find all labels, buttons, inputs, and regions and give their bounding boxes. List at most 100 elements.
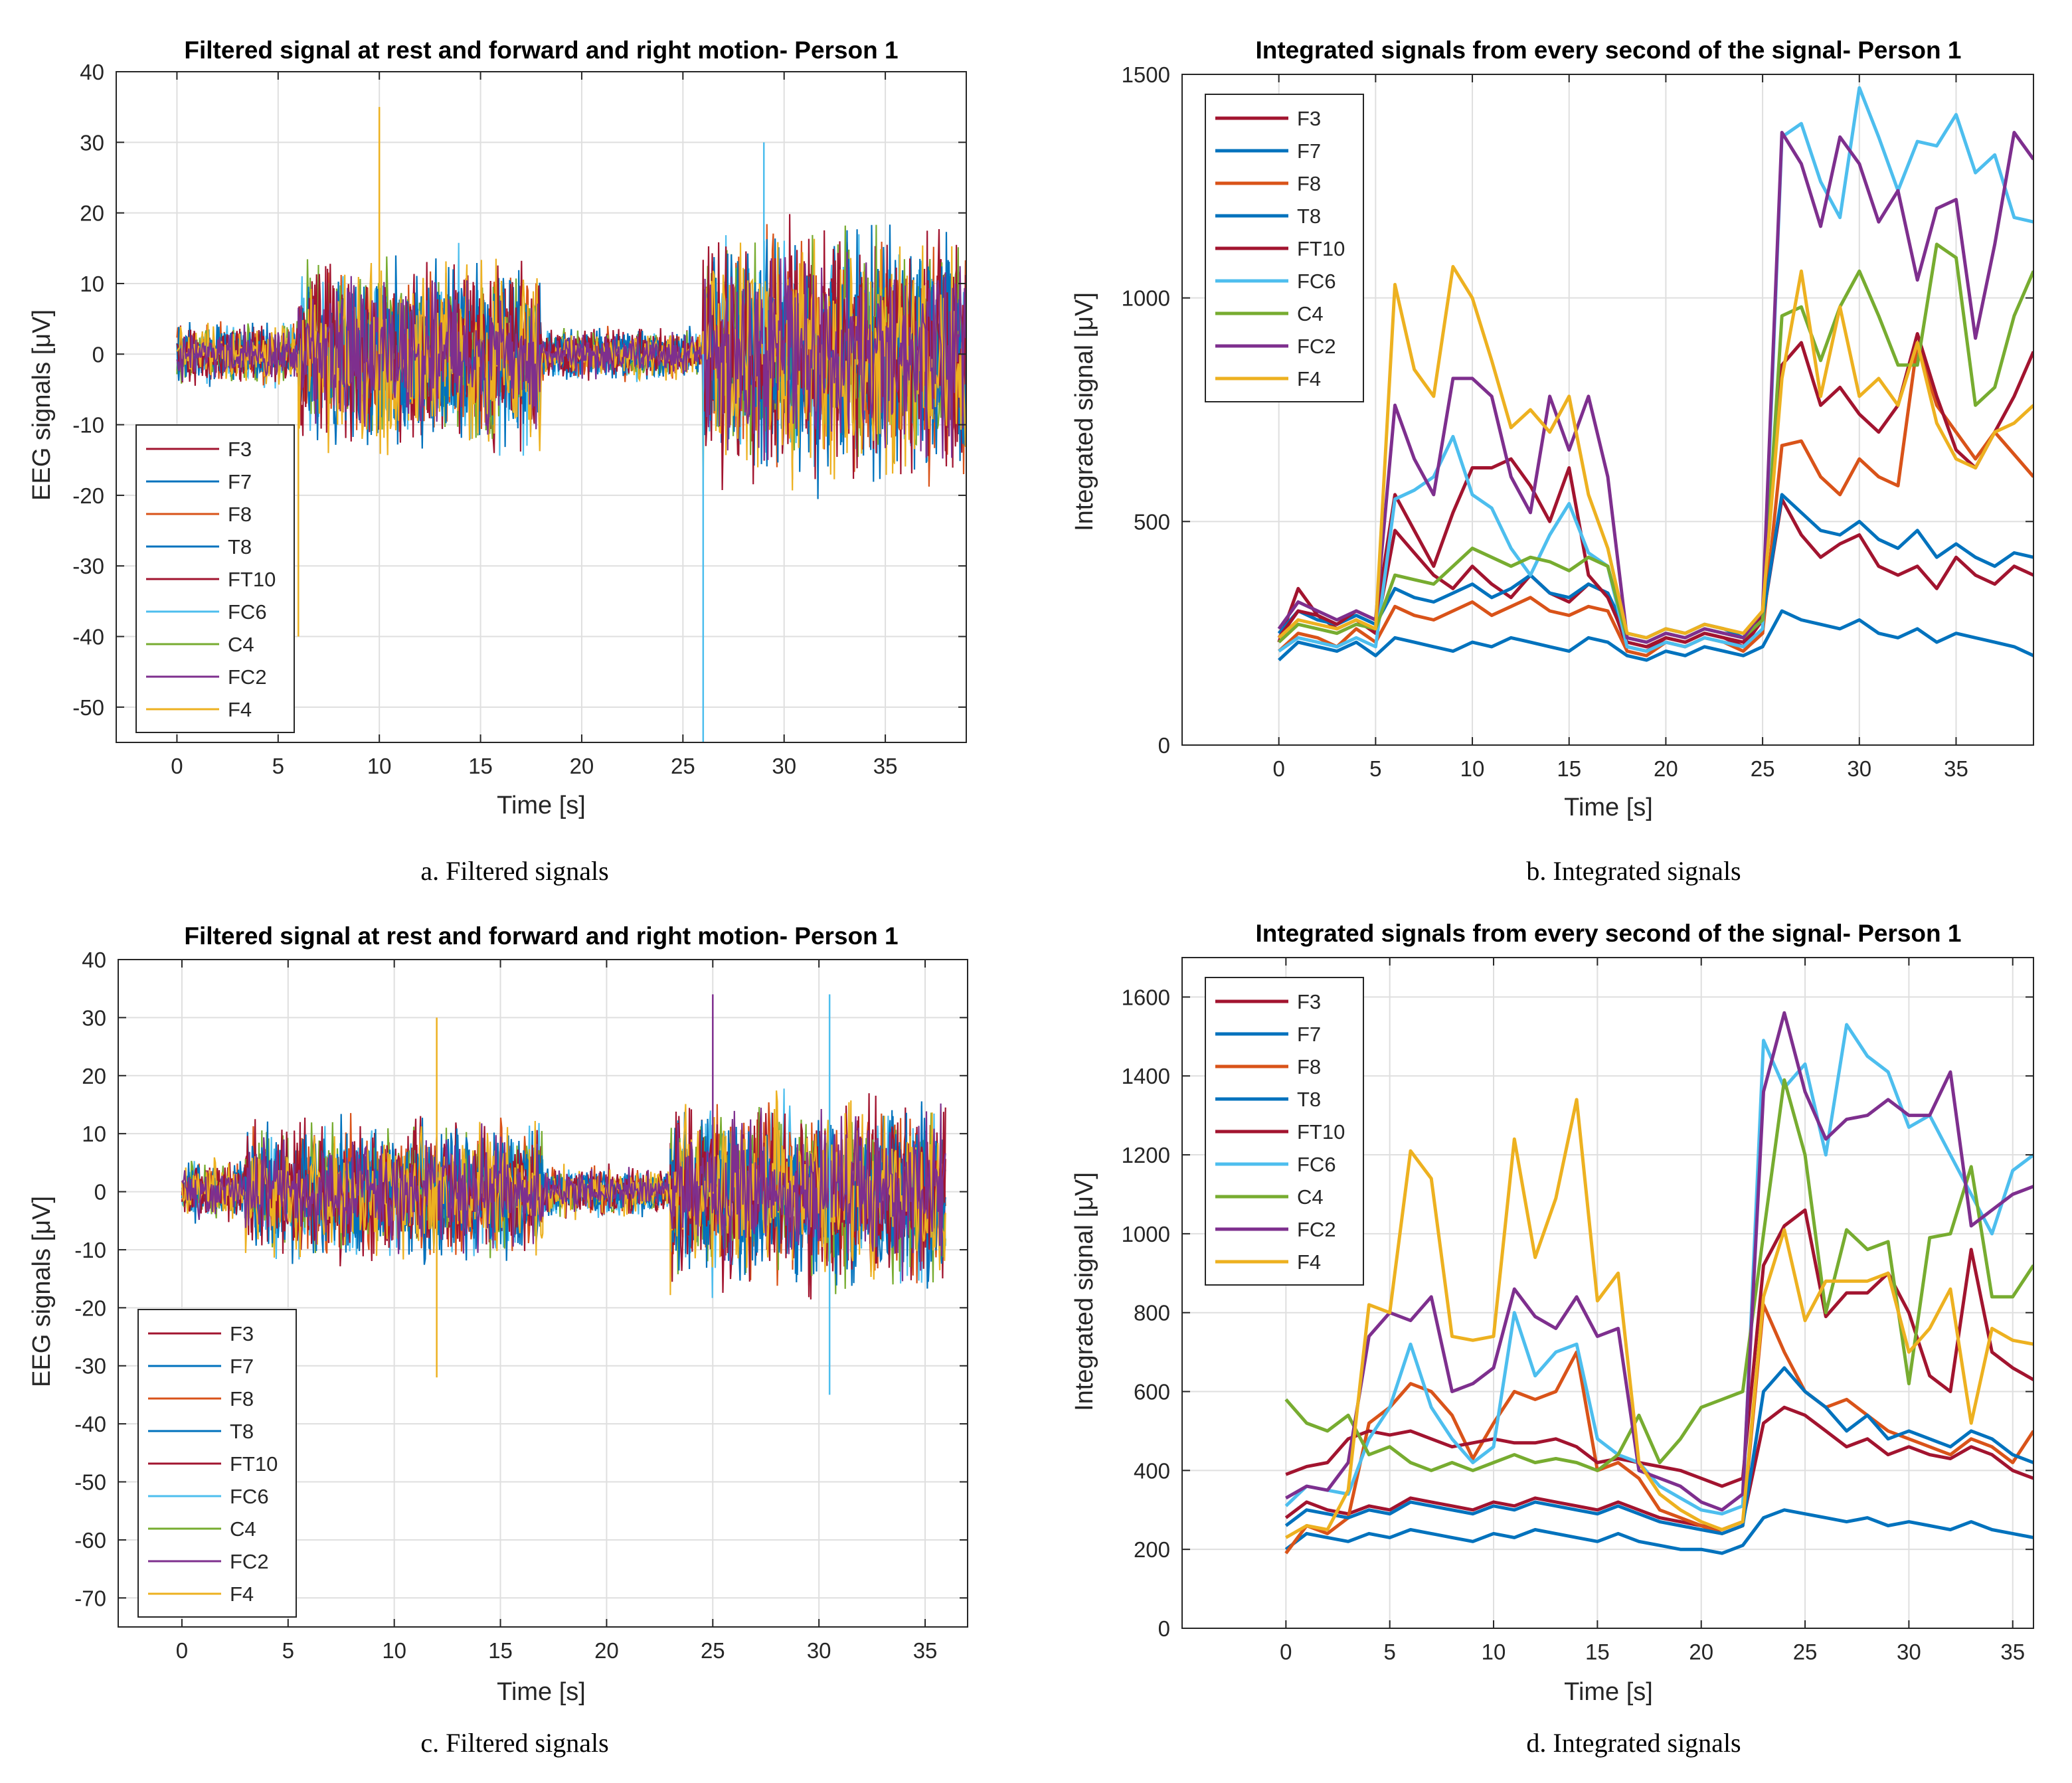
y-tick-label: 1600 bbox=[1122, 985, 1170, 1009]
legend-label-fc2: FC2 bbox=[1297, 1218, 1336, 1241]
legend-label-f7: F7 bbox=[228, 470, 252, 493]
y-tick-label: 800 bbox=[1134, 1301, 1170, 1325]
y-tick-label: 0 bbox=[1158, 1616, 1170, 1641]
series-trace-fc2 bbox=[176, 252, 966, 460]
legend-label-f7: F7 bbox=[1297, 1023, 1321, 1046]
legend-label-f8: F8 bbox=[1297, 1055, 1321, 1078]
series-line-f7 bbox=[1277, 609, 2033, 662]
legend-label-fc2: FC2 bbox=[230, 1550, 269, 1573]
x-tick-label: 30 bbox=[772, 754, 796, 778]
panel-c-xlabel: Time [s] bbox=[497, 1678, 586, 1706]
series-group-c bbox=[181, 994, 946, 1395]
series-line-f8 bbox=[1284, 1303, 2033, 1555]
series-line-fc2 bbox=[1277, 131, 2033, 644]
x-tick-label: 15 bbox=[488, 1638, 513, 1663]
legend-label-f4: F4 bbox=[230, 1582, 254, 1606]
panel-b-ylabel: Integrated signal [μV] bbox=[1071, 292, 1098, 531]
y-tick-label: 600 bbox=[1134, 1380, 1170, 1404]
y-tick-label: -20 bbox=[72, 483, 104, 508]
y-tick-label: -40 bbox=[74, 1412, 106, 1436]
legend-label-c4: C4 bbox=[1297, 1185, 1324, 1209]
x-tick-label: 5 bbox=[1384, 1640, 1396, 1664]
legend-label-fc6: FC6 bbox=[230, 1485, 269, 1508]
legend-label-f8: F8 bbox=[1297, 172, 1321, 195]
panel-c-caption: c. Filtered signals bbox=[420, 1728, 608, 1758]
legend-label-f3: F3 bbox=[230, 1322, 254, 1345]
x-tick-label: 35 bbox=[1944, 756, 1968, 781]
series-line-f8 bbox=[1278, 341, 2033, 657]
legend-a: F3 F7 F8 T8 FT10 FC6 C4 FC2 F4 bbox=[135, 424, 295, 733]
x-tick-label: 5 bbox=[272, 754, 284, 778]
y-tick-label: -10 bbox=[72, 413, 104, 438]
panel-d-ylabel: Integrated signal [μV] bbox=[1071, 1172, 1098, 1411]
panel-b-title: Integrated signals from every second of … bbox=[1255, 37, 1961, 64]
series-line-fc6 bbox=[1284, 1023, 2033, 1516]
y-tick-label: 20 bbox=[80, 201, 104, 226]
x-tick-label: 0 bbox=[171, 754, 183, 778]
panel-a-ylabel: EEG signals [μV] bbox=[28, 309, 56, 501]
legend-label-c4: C4 bbox=[228, 633, 254, 656]
panel-d-xlabel: Time [s] bbox=[1564, 1678, 1653, 1706]
series-line-f4 bbox=[1278, 265, 2033, 639]
legend-label-f8: F8 bbox=[228, 503, 252, 526]
legend-label-ft10: FT10 bbox=[230, 1452, 278, 1476]
y-tick-label: -50 bbox=[74, 1470, 106, 1495]
y-tick-label: 40 bbox=[80, 60, 104, 84]
panel-b-xlabel: Time [s] bbox=[1564, 794, 1653, 821]
y-tick-label: 40 bbox=[82, 948, 106, 972]
axes-frame-a bbox=[116, 71, 967, 743]
panel-b: Integrated signals from every second of … bbox=[1071, 37, 2034, 886]
x-tick-label: 35 bbox=[873, 754, 898, 778]
legend-c: F3 F7 F8 T8 FT10 FC6 C4 FC2 F4 bbox=[137, 1309, 297, 1618]
x-tick-label: 10 bbox=[382, 1638, 406, 1663]
x-tick-label: 15 bbox=[1585, 1640, 1610, 1664]
legend-label-f4: F4 bbox=[228, 698, 252, 721]
y-tick-label: 0 bbox=[94, 1180, 106, 1205]
x-tick-label: 10 bbox=[1482, 1640, 1506, 1664]
panel-d-caption: d. Integrated signals bbox=[1526, 1728, 1741, 1758]
series-line-c4 bbox=[1284, 1078, 2033, 1472]
x-tick-label: 0 bbox=[1273, 756, 1285, 781]
y-tick-label: 30 bbox=[80, 130, 104, 155]
x-tick-label: 10 bbox=[367, 754, 392, 778]
y-tick-label: -50 bbox=[72, 695, 104, 720]
y-tick-label: 1000 bbox=[1122, 286, 1170, 311]
axes-frame-c bbox=[118, 959, 968, 1628]
legend-label-fc2: FC2 bbox=[1297, 335, 1336, 358]
y-tick-label: -40 bbox=[72, 625, 104, 649]
ticks-b bbox=[1182, 74, 2033, 746]
x-tick-label: 25 bbox=[701, 1638, 725, 1663]
panel-a: Filtered signal at rest and forward and … bbox=[28, 37, 967, 886]
legend-label-f8: F8 bbox=[230, 1387, 254, 1410]
series-line-fc6 bbox=[1278, 86, 2033, 653]
series-line-f3 bbox=[1277, 497, 2033, 653]
panel-c-title: Filtered signal at rest and forward and … bbox=[184, 922, 898, 950]
series-line-f4 bbox=[1285, 1098, 2033, 1539]
y-tick-label: -70 bbox=[74, 1586, 106, 1610]
panel-c: Filtered signal at rest and forward and … bbox=[28, 922, 968, 1758]
x-tick-label: 20 bbox=[570, 754, 594, 778]
panel-a-xlabel: Time [s] bbox=[497, 792, 586, 819]
x-tick-label: 30 bbox=[1897, 1640, 1921, 1664]
y-tick-label: -30 bbox=[74, 1354, 106, 1379]
x-tick-label: 25 bbox=[1793, 1640, 1818, 1664]
x-tick-label: 20 bbox=[594, 1638, 619, 1663]
x-tick-label: 25 bbox=[671, 754, 695, 778]
legend-label-t8: T8 bbox=[1297, 1088, 1321, 1111]
x-tick-label: 10 bbox=[1460, 756, 1485, 781]
legend-label-f3: F3 bbox=[1297, 107, 1321, 130]
y-tick-label: 30 bbox=[82, 1005, 106, 1030]
y-tick-label: 0 bbox=[92, 342, 104, 367]
panel-c-ylabel: EEG signals [μV] bbox=[28, 1196, 56, 1387]
x-tick-label: 20 bbox=[1654, 756, 1678, 781]
panel-b-caption: b. Integrated signals bbox=[1526, 856, 1741, 886]
x-tick-label: 25 bbox=[1751, 756, 1775, 781]
legend-label-t8: T8 bbox=[1297, 205, 1321, 228]
y-tick-label: 1400 bbox=[1122, 1064, 1170, 1088]
x-tick-label: 35 bbox=[913, 1638, 938, 1663]
series-line-f7 bbox=[1284, 1508, 2033, 1555]
y-tick-label: -20 bbox=[74, 1296, 106, 1320]
axes-frame-d bbox=[1181, 957, 2034, 1629]
x-tick-label: 5 bbox=[1369, 756, 1381, 781]
